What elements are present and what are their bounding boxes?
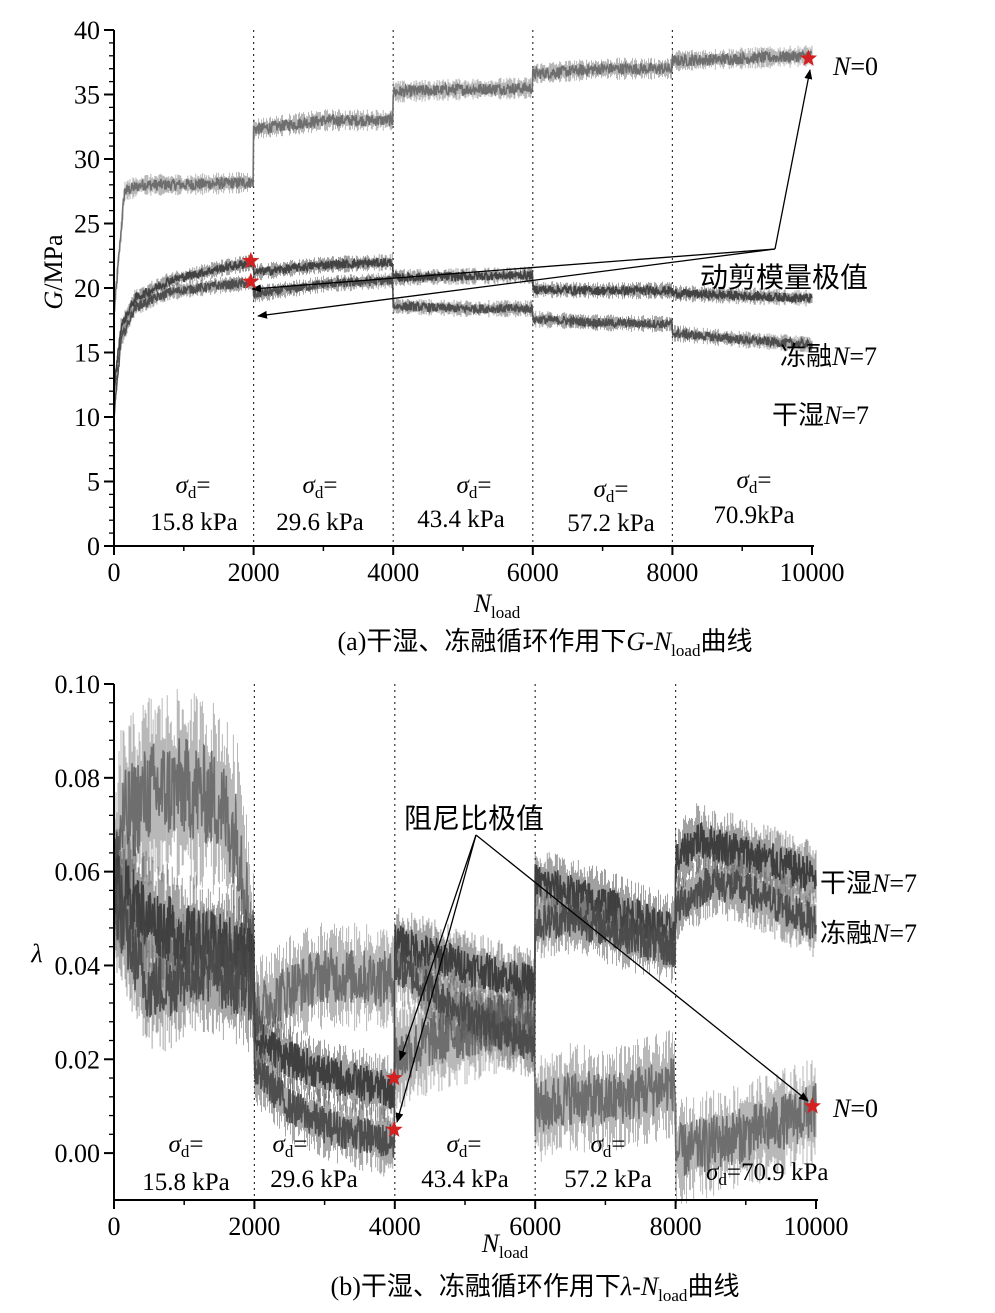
panel-a-y-tick-label-7: 35 (74, 81, 100, 110)
panel-a-label-n0: N=0 (832, 52, 878, 81)
panel-a-stage-labels: σd= 15.8 kPa σd= 29.6 kPa σd= 43.4 kPa σ… (150, 467, 794, 537)
panel-a-stage-2-symbol: σd= (303, 472, 338, 502)
panel-b-y-tick-label-1: 0.02 (55, 1045, 101, 1074)
panel-a-ylabel-var: G (39, 291, 68, 310)
panel-a-markers (242, 49, 818, 289)
panel-a-stage-1-value: 15.8 kPa (150, 509, 238, 536)
panel-b-arrow-ft7 (395, 834, 477, 1123)
panel-b-label-wd7: 干湿N=7 (820, 869, 917, 899)
panel-a-xlabel-sub: load (491, 603, 521, 622)
panel-a-stage-4-value: 57.2 kPa (567, 510, 655, 537)
panel-b-stage-3-symbol: σd= (447, 1131, 482, 1161)
panel-a-arrow-n0 (774, 69, 813, 250)
panel-b-caption: (b)干湿、冻融循环作用下λ-Nload曲线 (331, 1272, 740, 1305)
panel-a-stage-5-symbol: σd= (737, 467, 772, 497)
panel-b-x-tick-label-3: 6000 (509, 1212, 561, 1241)
panel-b: 0 2000 4000 6000 8000 10000 0.00 0.02 0.04 0.06 0.… (30, 670, 917, 1305)
panel-a-star-marker-2 (242, 251, 260, 269)
panel-a-ylabel-unit: /MPa (39, 234, 68, 291)
panel-a-y-tick-label-8: 40 (74, 16, 100, 45)
panel-a-label-wd7: 干湿N=7 (772, 401, 869, 431)
panel-a-xlabel-var: N (473, 589, 493, 618)
panel-b-y-tick-label-0: 0.00 (55, 1139, 101, 1168)
panel-a-x-tick-label-1: 2000 (228, 558, 280, 587)
panel-b-x-tick-label-0: 0 (108, 1212, 121, 1241)
panel-b-annotation-arrows (395, 834, 809, 1123)
panel-a-arrow-ft7 (257, 248, 776, 319)
panel-a-y-tick-label-4: 20 (74, 274, 100, 303)
panel-a-annotation: 动剪模量极值 (700, 261, 868, 294)
panel-a-annotation-arrows (251, 69, 813, 319)
panel-b-y-tick-label-5: 0.10 (55, 670, 101, 699)
panel-b-stage-2-value: 29.6 kPa (270, 1166, 358, 1193)
panel-b-star-marker-3 (385, 1120, 403, 1137)
panel-b-markers (385, 1069, 821, 1137)
panel-b-ylabel: λ (30, 939, 42, 968)
panel-b-x-tick-label-1: 2000 (228, 1212, 280, 1241)
panel-b-stage-labels: σd= 15.8 kPa σd= 29.6 kPa σd= 43.4 kPa σ… (142, 1131, 828, 1196)
panel-b-annotation: 阻尼比极值 (404, 802, 544, 835)
panel-b-stage-4-value: 57.2 kPa (564, 1166, 652, 1193)
panel-a-arrow-wd7 (251, 248, 776, 293)
panel-b-stage-5-label: σd=70.9 kPa (706, 1159, 828, 1189)
panel-a-axes: 0 2000 4000 6000 8000 10000 0 5 10 15 20 25 30 35 40 (74, 16, 845, 587)
panel-a-stage-5-value: 70.9kPa (713, 502, 794, 529)
panel-b-x-tick-label-2: 4000 (369, 1212, 421, 1241)
panel-a-y-tick-label-5: 25 (74, 210, 100, 239)
panel-b-xlabel: Nload (481, 1229, 529, 1262)
panel-a-stage-1-symbol: σd= (176, 472, 211, 502)
panel-a-y-tick-label-1: 5 (87, 468, 100, 497)
panel-b-label-ft7: 冻融N=7 (820, 919, 917, 949)
panel-a-x-tick-label-0: 0 (108, 558, 121, 587)
panel-a-caption-sub: load (671, 641, 701, 660)
panel-b-series-group (113, 684, 817, 1204)
panel-b-x-tick-label-5: 10000 (784, 1212, 849, 1241)
panel-a-star-marker-1 (800, 49, 818, 66)
panel-a-caption-var: G (626, 627, 645, 656)
panel-a-caption-suffix: 曲线 (700, 627, 752, 656)
panel-a-stage-3-symbol: σd= (457, 472, 492, 502)
panel-a-y-tick-label-2: 10 (74, 403, 100, 432)
panel-a-caption: (a)干湿、冻融循环作用下G-Nload曲线 (338, 627, 753, 660)
panel-b-x-tick-label-4: 8000 (650, 1212, 702, 1241)
panel-a-stage-3-value: 43.4 kPa (417, 506, 505, 533)
panel-a-x-tick-label-5: 10000 (780, 558, 845, 587)
panel-a-x-tick-label-2: 4000 (367, 558, 419, 587)
panel-a-y-tick-label-0: 0 (87, 532, 100, 561)
panel-a-series-group (113, 30, 813, 546)
panel-a-xlabel: Nload (473, 589, 521, 622)
panel-b-y-tick-label-4: 0.08 (55, 764, 101, 793)
panel-a-y-tick-label-6: 30 (74, 145, 100, 174)
panel-b-stage-3-value: 43.4 kPa (421, 1166, 509, 1193)
panel-a-caption-x: N (653, 627, 673, 656)
panel-b-star-marker-2 (385, 1069, 403, 1086)
panel-b-y-tick-label-2: 0.04 (55, 951, 101, 980)
panel-a-x-tick-label-4: 8000 (646, 558, 698, 587)
panel-b-arrow-n0 (475, 834, 809, 1102)
panel-a-stage-4-symbol: σd= (594, 476, 629, 506)
panel-b-axes: 0 2000 4000 6000 8000 10000 0.00 0.02 0.04 0.06 0.… (55, 670, 849, 1241)
panel-a-ylabel: G/MPa (39, 234, 68, 310)
panel-a-x-tick-label-3: 6000 (507, 558, 559, 587)
panel-b-label-n0: N=0 (832, 1094, 878, 1123)
panel-b-y-tick-label-3: 0.06 (55, 858, 101, 887)
panel-a-caption-prefix: (a)干湿、冻融循环作用下 (338, 627, 627, 656)
panel-b-stage-4-symbol: σd= (591, 1131, 626, 1161)
panel-b-star-marker-1 (803, 1097, 821, 1114)
panel-b-arrow-wd7 (399, 834, 477, 1061)
panel-b-stage-2-symbol: σd= (273, 1131, 308, 1161)
panel-a-star-marker-3 (242, 272, 260, 289)
panel-a-label-ft7: 冻融N=7 (780, 342, 877, 372)
panel-b-stage-1-value: 15.8 kPa (142, 1169, 230, 1196)
panel-a-caption-dash: - (645, 627, 654, 656)
panel-a-stage-2-value: 29.6 kPa (276, 509, 364, 536)
panel-a-y-tick-label-3: 15 (74, 339, 100, 368)
panel-b-stage-1-symbol: σd= (169, 1131, 204, 1161)
panel-a: 0 2000 4000 6000 8000 10000 0 5 10 15 20 25 30 35 40 G… (39, 16, 878, 660)
